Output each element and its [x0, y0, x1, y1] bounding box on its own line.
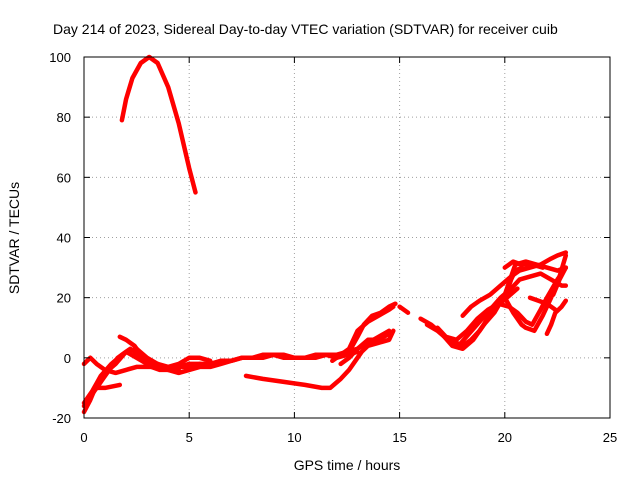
- y-tick-label: 60: [57, 170, 71, 185]
- series-arc-19: [502, 259, 545, 270]
- x-tick-label: 0: [80, 430, 87, 445]
- y-tick-label: 0: [64, 351, 71, 366]
- x-tick-label: 5: [186, 430, 193, 445]
- y-tick-label: 40: [57, 231, 71, 246]
- y-tick-label: 80: [57, 110, 71, 125]
- y-tick-label: 20: [57, 291, 71, 306]
- series-arc-8: [243, 328, 396, 391]
- x-axis-label: GPS time / hours: [294, 457, 401, 473]
- y-tick-label: -20: [52, 411, 71, 426]
- series-arc-11: [338, 328, 392, 367]
- series-layer: [81, 54, 569, 415]
- series-arc-7: [81, 346, 181, 406]
- series-arc-20: [504, 265, 524, 294]
- ticks-layer: 0 5 10 15 20 25 -20 0 20 40 60 80 100: [49, 50, 617, 445]
- series-arc-1: [119, 54, 198, 195]
- series-arc-5: [92, 382, 123, 391]
- x-tick-label: 15: [392, 430, 406, 445]
- series-arc-12: [397, 304, 411, 315]
- chart-title: Day 214 of 2023, Sidereal Day-to-day VTE…: [53, 21, 558, 37]
- series-arc-18: [454, 286, 520, 349]
- series-arc-21: [527, 295, 558, 312]
- series-arc-6: [117, 334, 360, 373]
- x-tick-label: 10: [287, 430, 301, 445]
- x-tick-label: 20: [498, 430, 512, 445]
- series-arc-22: [544, 298, 569, 337]
- series-arc-14: [424, 271, 569, 349]
- x-tick-label: 25: [603, 430, 617, 445]
- y-axis-label: SDTVAR / TECUs: [6, 182, 22, 294]
- series-arc-10: [346, 301, 398, 355]
- series-arc-23: [550, 265, 569, 297]
- y-tick-label: 100: [49, 50, 71, 65]
